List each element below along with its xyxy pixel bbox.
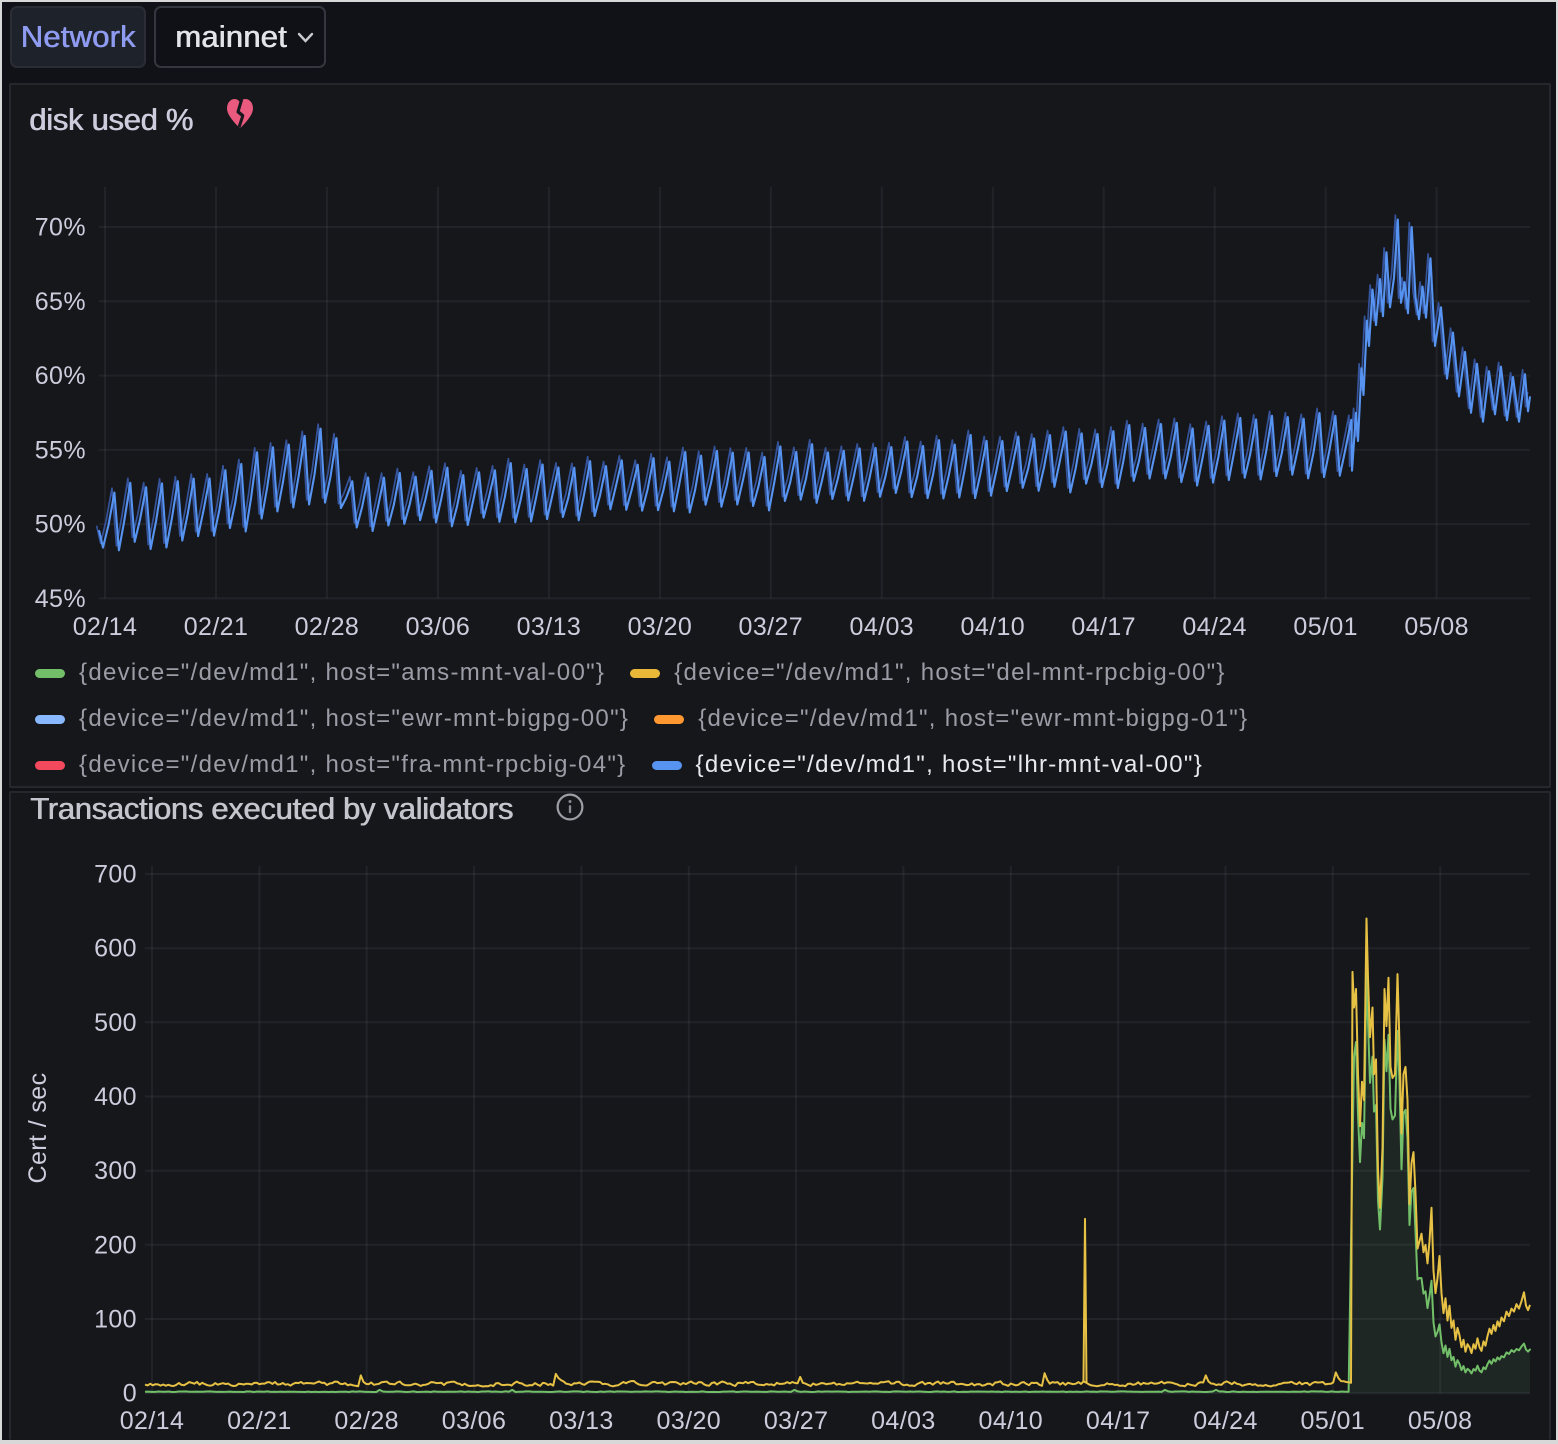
svg-text:04/24: 04/24 — [1193, 1407, 1258, 1435]
svg-text:50%: 50% — [35, 511, 86, 539]
svg-text:65%: 65% — [35, 288, 86, 316]
svg-text:02/14: 02/14 — [120, 1407, 185, 1435]
svg-text:200: 200 — [94, 1231, 137, 1259]
svg-text:700: 700 — [94, 861, 137, 889]
svg-text:0: 0 — [123, 1380, 137, 1408]
svg-text:02/28: 02/28 — [334, 1407, 399, 1435]
svg-text:400: 400 — [94, 1083, 137, 1111]
svg-text:70%: 70% — [35, 214, 86, 242]
svg-text:45%: 45% — [35, 585, 86, 613]
svg-text:04/03: 04/03 — [871, 1407, 936, 1435]
svg-text:05/01: 05/01 — [1301, 1407, 1366, 1435]
svg-text:Cert / sec: Cert / sec — [24, 1073, 52, 1184]
svg-text:03/13: 03/13 — [517, 613, 582, 641]
svg-text:02/14: 02/14 — [73, 613, 138, 641]
svg-text:02/28: 02/28 — [295, 613, 360, 641]
svg-text:04/03: 04/03 — [850, 613, 915, 641]
svg-text:05/01: 05/01 — [1293, 613, 1358, 641]
svg-text:04/10: 04/10 — [961, 613, 1026, 641]
svg-text:03/20: 03/20 — [657, 1407, 722, 1435]
svg-text:600: 600 — [94, 935, 137, 963]
svg-text:03/06: 03/06 — [406, 613, 471, 641]
svg-text:300: 300 — [94, 1157, 137, 1185]
svg-text:03/06: 03/06 — [442, 1407, 507, 1435]
svg-text:03/27: 03/27 — [739, 613, 804, 641]
svg-text:03/20: 03/20 — [628, 613, 693, 641]
svg-text:100: 100 — [94, 1306, 137, 1334]
svg-text:02/21: 02/21 — [184, 613, 249, 641]
svg-text:500: 500 — [94, 1009, 137, 1037]
svg-text:55%: 55% — [35, 436, 86, 464]
svg-text:03/13: 03/13 — [549, 1407, 614, 1435]
svg-text:03/27: 03/27 — [764, 1407, 829, 1435]
svg-text:05/08: 05/08 — [1404, 613, 1469, 641]
svg-text:04/17: 04/17 — [1086, 1407, 1151, 1435]
svg-text:04/10: 04/10 — [979, 1407, 1044, 1435]
svg-text:60%: 60% — [35, 362, 86, 390]
svg-text:05/08: 05/08 — [1408, 1407, 1473, 1435]
svg-text:04/17: 04/17 — [1071, 613, 1136, 641]
svg-text:04/24: 04/24 — [1182, 613, 1247, 641]
svg-text:02/21: 02/21 — [227, 1407, 292, 1435]
